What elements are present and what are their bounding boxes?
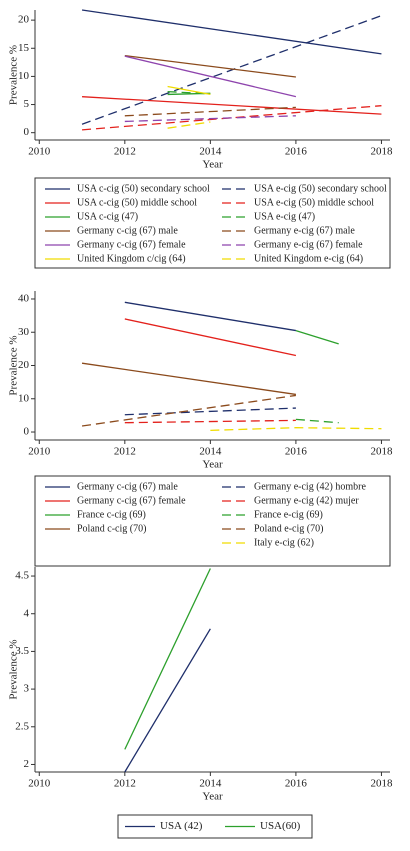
legend-label: Germany e-cig (42) hombre — [254, 481, 366, 492]
series-line — [81, 362, 296, 396]
series-line — [124, 106, 296, 117]
x-tick-label: 2012 — [114, 446, 136, 458]
series-line — [167, 85, 211, 96]
x-tick-label: 2014 — [199, 146, 222, 158]
y-tick-label: 15 — [18, 42, 30, 54]
legend-label: Germany e-cig (67) male — [254, 225, 355, 236]
x-axis-label: Year — [202, 459, 223, 471]
x-tick-label: 2018 — [370, 778, 393, 790]
legend-label: France e-cig (69) — [254, 509, 323, 520]
legend-label: Germany c-cig (67) male — [77, 225, 178, 236]
x-tick-label: 2014 — [199, 446, 222, 458]
x-tick-label: 2010 — [28, 778, 51, 790]
legend-label: Poland c-cig (70) — [77, 523, 146, 534]
series-line — [81, 105, 382, 131]
y-axis-label: Prevalence % — [8, 45, 20, 105]
y-tick-label: 3.5 — [15, 645, 29, 657]
legend-label: Germany c-cig (67) male — [77, 481, 178, 492]
series-line — [81, 15, 382, 125]
y-tick-label: 20 — [18, 359, 30, 371]
x-axis-label: Year — [202, 791, 223, 803]
legend-label: USA e-cig (50) middle school — [254, 197, 374, 208]
series-line — [124, 628, 211, 773]
x-tick-label: 2012 — [114, 778, 136, 790]
y-tick-label: 10 — [18, 70, 30, 82]
series-line — [124, 407, 296, 416]
legend-label: Italy e-cig (62) — [254, 537, 314, 548]
x-tick-label: 2010 — [28, 146, 51, 158]
y-tick-label: 40 — [18, 293, 30, 305]
legend-box — [117, 814, 313, 839]
x-tick-label: 2016 — [285, 146, 308, 158]
series-line — [295, 329, 339, 345]
y-axis-label: Prevalence % — [8, 335, 20, 395]
y-tick-label: 0 — [24, 126, 30, 138]
x-tick-label: 2014 — [199, 778, 222, 790]
legend-label: Germany e-cig (42) mujer — [254, 495, 359, 506]
series-line — [124, 419, 296, 424]
y-tick-label: 30 — [18, 326, 30, 338]
series-line — [81, 9, 382, 55]
series-line — [124, 55, 297, 98]
legend-label: USA e-cig (50) secondary school — [254, 183, 387, 194]
legend-label: Germany c-cig (67) female — [77, 495, 186, 506]
legend-label: USA c-cig (47) — [77, 211, 138, 222]
y-tick-label: 4.5 — [15, 570, 29, 582]
legend-label: United Kingdom c/cig (64) — [77, 253, 186, 264]
y-tick-label: 0 — [24, 426, 30, 438]
y-tick-label: 10 — [18, 392, 30, 404]
legend-box — [34, 177, 391, 269]
series-line — [124, 318, 297, 357]
series-line — [167, 121, 211, 129]
series-line — [124, 568, 211, 750]
x-tick-label: 2012 — [114, 146, 136, 158]
x-tick-label: 2010 — [28, 446, 51, 458]
series-line — [81, 394, 296, 427]
y-tick-label: 3 — [24, 683, 30, 695]
legend-label: United Kingdom e-cig (64) — [254, 253, 363, 264]
y-tick-label: 2 — [24, 758, 30, 770]
x-tick-label: 2018 — [370, 446, 393, 458]
legend-box — [34, 475, 391, 567]
y-axis-label: Prevalence % — [8, 639, 20, 699]
series-line — [124, 54, 296, 78]
y-tick-label: 5 — [24, 98, 30, 110]
x-tick-label: 2016 — [285, 446, 308, 458]
legend-label: USA e-cig (47) — [254, 211, 315, 222]
legend-label: Germany c-cig (67) female — [77, 239, 186, 250]
legend-label: France c-cig (69) — [77, 509, 146, 520]
legend-label: USA(60) — [260, 820, 301, 832]
x-tick-label: 2018 — [370, 146, 393, 158]
series-line — [124, 115, 296, 123]
x-axis-label: Year — [202, 159, 223, 171]
y-tick-label: 4 — [24, 607, 30, 619]
series-line — [82, 96, 382, 115]
x-tick-label: 2016 — [285, 778, 308, 790]
legend-label: Poland e-cig (70) — [254, 523, 323, 534]
legend-label: USA c-cig (50) middle school — [77, 197, 197, 208]
series-line — [295, 418, 339, 424]
legend-label: Germany e-cig (67) female — [254, 239, 363, 250]
legend-label: USA (42) — [160, 820, 203, 832]
series-line — [210, 427, 382, 432]
legend-label: USA c-cig (50) secondary school — [77, 183, 210, 194]
y-tick-label: 20 — [18, 14, 30, 26]
y-tick-label: 2.5 — [15, 720, 29, 732]
series-line — [124, 301, 297, 332]
